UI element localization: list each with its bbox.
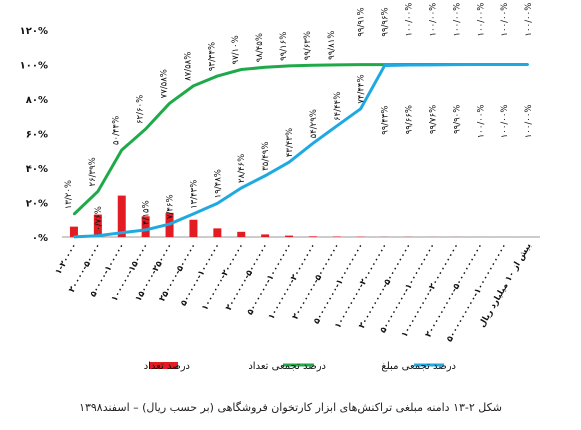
- data-point: [288, 161, 291, 164]
- y-tick-label: ۱۰۰%: [20, 61, 48, 72]
- plot-area: ۰% ۲۰% ۴۰% ۶۰% ۸۰% ۱۰۰% ۱۲۰% ۱۳/۲۰% ۲۶/۳۹% ۵۰/۴۴%…: [20, 3, 540, 372]
- data-label: ۸۷/۵۸%: [183, 52, 193, 81]
- data-label: ۱۳/۲۰%: [64, 180, 74, 209]
- data-label: ۵۴/۲۹%: [309, 109, 319, 138]
- data-point: [72, 235, 75, 238]
- data-point: [503, 63, 506, 66]
- data-label: ۹۸/۴۵%: [255, 33, 265, 62]
- data-point: [288, 64, 291, 67]
- data-label: ۱۰۰/۰۰%: [476, 105, 486, 139]
- data-label: ۱۰۰/۰۰%: [428, 3, 438, 37]
- data-point: [240, 187, 243, 190]
- data-point: [264, 174, 267, 177]
- data-label: ۷۷/۵۸%: [160, 69, 170, 98]
- data-label: ۱۰۰/۰۰%: [524, 105, 534, 139]
- data-point: [335, 124, 338, 127]
- legend-label: درصد تجمعی مبلغ: [381, 361, 456, 372]
- data-point: [455, 63, 458, 66]
- data-label: ۴۳/۴۳%: [285, 128, 295, 157]
- data-point: [144, 128, 147, 131]
- y-tick-label: ۸۰%: [26, 95, 48, 106]
- bar-10: [285, 235, 294, 237]
- legend-label: درصد تجمعی تعداد: [248, 361, 326, 372]
- y-tick-label: ۶۰%: [26, 130, 48, 141]
- data-label: ۵۰/۴۴%: [112, 116, 122, 145]
- data-label: ۹۹/۹۰%: [452, 105, 462, 134]
- data-point: [383, 64, 386, 67]
- bar-9: [261, 234, 270, 237]
- data-label: ۹۹/۶۶%: [405, 105, 415, 134]
- cumulative-amount-line: [73, 63, 529, 239]
- data-point: [168, 102, 171, 105]
- bar-8: [237, 231, 246, 237]
- data-point: [359, 63, 362, 66]
- data-label: ۷/۴۶%: [166, 194, 176, 219]
- data-label: ۲۶/۳۹%: [88, 157, 98, 186]
- data-label: ۱۰۰/۰۰%: [500, 3, 510, 37]
- data-point: [216, 75, 219, 78]
- data-label: ۱۳/۴۳%: [189, 180, 199, 209]
- data-label: ۹۹/۹۱%: [357, 7, 367, 36]
- data-point: [240, 68, 243, 71]
- data-point: [431, 63, 434, 66]
- data-label: ۷۴/۴۴%: [357, 74, 367, 103]
- data-label: ۹۳/۳۴%: [207, 42, 217, 71]
- data-label: ۴/۱۵%: [142, 200, 152, 225]
- data-point: [192, 84, 195, 87]
- data-point: [120, 231, 123, 234]
- bar-12: [332, 236, 341, 237]
- bar-2: [93, 214, 102, 237]
- data-point: [120, 149, 123, 152]
- data-point: [168, 223, 171, 226]
- data-point: [335, 63, 338, 66]
- data-point: [96, 190, 99, 193]
- bar-11: [308, 236, 317, 237]
- data-label: ۰/۷۶%: [94, 206, 104, 231]
- data-label: ۹۹/۷۶%: [428, 105, 438, 134]
- data-label: ۱۹/۴۸%: [213, 169, 223, 198]
- bar-3: [117, 195, 126, 237]
- legend-swatch-count: [149, 362, 178, 369]
- figure-caption: شکل ۲-۱۳ دامنه مبلغی تراکنش‌های ابزار کا…: [79, 401, 502, 414]
- data-label: ۱۰۰/۰۰%: [405, 3, 415, 37]
- y-tick-label: ۱۲۰%: [20, 26, 48, 37]
- data-point: [264, 66, 267, 69]
- x-tick-label: ۱-۲۰۰۰۰: [54, 242, 80, 277]
- y-tick-label: ۰%: [32, 233, 48, 244]
- y-tick-label: ۲۰%: [26, 199, 48, 210]
- data-label: ۳۵/۴۹%: [261, 142, 271, 171]
- bar-6: [189, 219, 198, 237]
- data-point: [72, 213, 75, 216]
- cumulative-count-line: [72, 63, 529, 216]
- data-point: [359, 107, 362, 110]
- data-point: [144, 228, 147, 231]
- data-point: [192, 212, 195, 215]
- bar-1: [69, 226, 78, 237]
- bar-7: [213, 228, 222, 237]
- y-tick-label: ۴۰%: [26, 164, 48, 175]
- data-label: ۹۹/۴۳%: [381, 106, 391, 135]
- bar-4: [141, 216, 150, 237]
- data-label: ۶۲/۶۰%: [136, 95, 146, 124]
- data-point: [527, 63, 530, 66]
- data-label: ۹۷/۱۰%: [231, 35, 241, 64]
- data-point: [311, 64, 314, 67]
- data-point: [407, 64, 410, 67]
- data-label: ۱۰۰/۰۰%: [524, 3, 534, 37]
- legend-label: درصد تعداد: [144, 361, 190, 372]
- data-point: [216, 202, 219, 205]
- data-label: ۹۹/۶۳%: [303, 31, 313, 60]
- data-label: ۹۹/۱۶%: [279, 32, 289, 61]
- data-label: ۶۴/۴۴%: [333, 92, 343, 121]
- data-point: [479, 63, 482, 66]
- data-label: ۱۰۰/۰۰%: [452, 3, 462, 37]
- data-label: ۲۸/۴۶%: [237, 154, 247, 183]
- data-label: ۹۹/۹۶%: [381, 7, 391, 36]
- data-label: ۹۹/۸۱%: [327, 31, 337, 60]
- data-label: ۱۰۰/۰۰%: [476, 3, 486, 37]
- data-label: ۱۰۰/۰۰%: [500, 105, 510, 139]
- data-point: [311, 142, 314, 145]
- data-point: [96, 234, 99, 237]
